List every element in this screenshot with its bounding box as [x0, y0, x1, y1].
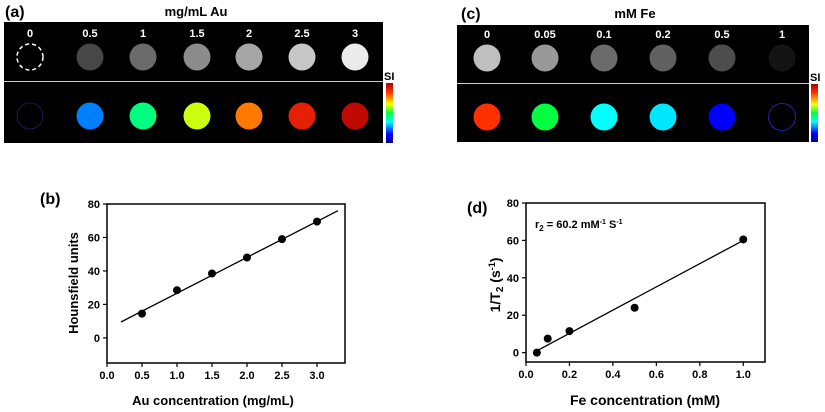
empty-sample-color [16, 102, 44, 130]
data-point [243, 253, 251, 262]
color-sample [649, 103, 677, 131]
chart-d: 0.0 0.2 0.4 0.6 0.8 1.0 0 20 40 60 80 [507, 198, 766, 381]
x-tick-label: 1.0 [736, 369, 751, 381]
data-point [313, 217, 321, 226]
concentration-label: 3 [352, 28, 358, 40]
x-tick-label: 0.0 [99, 370, 114, 382]
color-sample [473, 103, 501, 131]
panel-c-label: (c) [461, 6, 481, 23]
color-sample [708, 103, 736, 131]
chart-b-ylabel: Hounsfield units [66, 232, 81, 334]
grayscale-sample [288, 43, 316, 71]
grayscale-sample [129, 43, 157, 71]
color-sample [590, 103, 618, 131]
concentration-label: 2.5 [294, 28, 309, 40]
y-tick-label: 60 [507, 235, 519, 247]
x-tick-label: 3.0 [309, 370, 324, 382]
chart-d-ylabel: 1/T2 (s-1) [487, 258, 506, 313]
concentration-label: 2 [246, 28, 252, 40]
data-point [208, 269, 216, 278]
data-point [138, 309, 146, 318]
x-tick-label: 2.5 [274, 370, 289, 382]
concentration-label: 0 [27, 28, 33, 40]
data-point [278, 235, 286, 244]
grayscale-sample [649, 44, 677, 72]
grayscale-sample [531, 44, 559, 72]
data-point [532, 348, 541, 357]
color-sample [288, 102, 316, 130]
chart-b-xlabel: Au concentration (mg/mL) [132, 393, 294, 408]
y-tick-label: 60 [88, 232, 100, 244]
color-sample [235, 102, 263, 130]
grayscale-sample [590, 44, 618, 72]
concentration-label: 1.5 [189, 28, 204, 40]
x-tick-label: 0.6 [649, 369, 664, 381]
plot-frame [106, 203, 346, 364]
y-tick-label: 40 [88, 266, 100, 278]
concentration-label: 0.1 [596, 29, 611, 41]
panel-d-label: (d) [467, 200, 487, 217]
panel-c-title: mM Fe [614, 6, 655, 21]
x-tick-label: 2.0 [239, 370, 254, 382]
data-point [173, 286, 181, 295]
panel-c-colorbar [811, 84, 818, 142]
y-tick-label: 40 [507, 273, 519, 285]
fit-line [120, 210, 339, 323]
concentration-label: 0.2 [655, 29, 670, 41]
y-tick-label: 0 [94, 333, 100, 345]
chart-b: 0.0 0.5 1.0 1.5 2.0 2.5 3.0 0 20 40 60 80 [88, 199, 346, 382]
panel-a-colorbar [386, 83, 393, 143]
grayscale-sample [708, 44, 736, 72]
data-point [565, 327, 574, 336]
data-point [543, 334, 552, 343]
color-sample [129, 102, 157, 130]
panel-a-title: mg/mL Au [165, 4, 228, 19]
concentration-label: 0.5 [82, 28, 97, 40]
x-tick-label: 0.0 [518, 369, 533, 381]
data-point [739, 235, 748, 244]
concentration-label: 0.5 [714, 29, 729, 41]
grayscale-sample [183, 43, 211, 71]
color-sample [531, 103, 559, 131]
grayscale-sample [768, 44, 796, 72]
panel-b-label: (b) [40, 191, 60, 208]
x-tick-label: 0.8 [692, 369, 707, 381]
y-tick-label: 0 [513, 348, 519, 360]
x-tick-label: 1.0 [169, 370, 184, 382]
x-tick-label: 0.2 [562, 369, 577, 381]
concentration-label: 1 [140, 28, 146, 40]
x-tick-label: 0.5 [134, 370, 149, 382]
concentration-label: 0.05 [534, 29, 555, 41]
color-sample [768, 103, 796, 131]
y-tick-label: 80 [88, 199, 100, 211]
panel-a-label: (a) [5, 4, 25, 21]
color-sample [341, 102, 369, 130]
grayscale-sample [341, 43, 369, 71]
x-tick-label: 1.5 [204, 370, 219, 382]
concentration-label: 1 [779, 29, 785, 41]
color-sample [76, 102, 104, 130]
plot-frame [525, 202, 766, 363]
data-point [630, 303, 639, 312]
panel-a-colorbar-label: SI [384, 71, 394, 83]
color-sample [183, 102, 211, 130]
y-tick-label: 80 [507, 198, 519, 210]
chart-d-annotation: r2 = 60.2 mM-1 S-1 [535, 219, 623, 233]
x-tick-label: 0.4 [605, 369, 621, 381]
panel-c-colorbar-label: SI [810, 72, 820, 84]
grayscale-sample [235, 43, 263, 71]
grayscale-sample [76, 43, 104, 71]
empty-sample-outline [16, 43, 44, 71]
grayscale-sample [473, 44, 501, 72]
concentration-label: 0 [484, 29, 490, 41]
chart-d-xlabel: Fe concentration (mM) [570, 392, 720, 408]
y-tick-label: 20 [507, 310, 519, 322]
y-tick-label: 20 [88, 299, 100, 311]
